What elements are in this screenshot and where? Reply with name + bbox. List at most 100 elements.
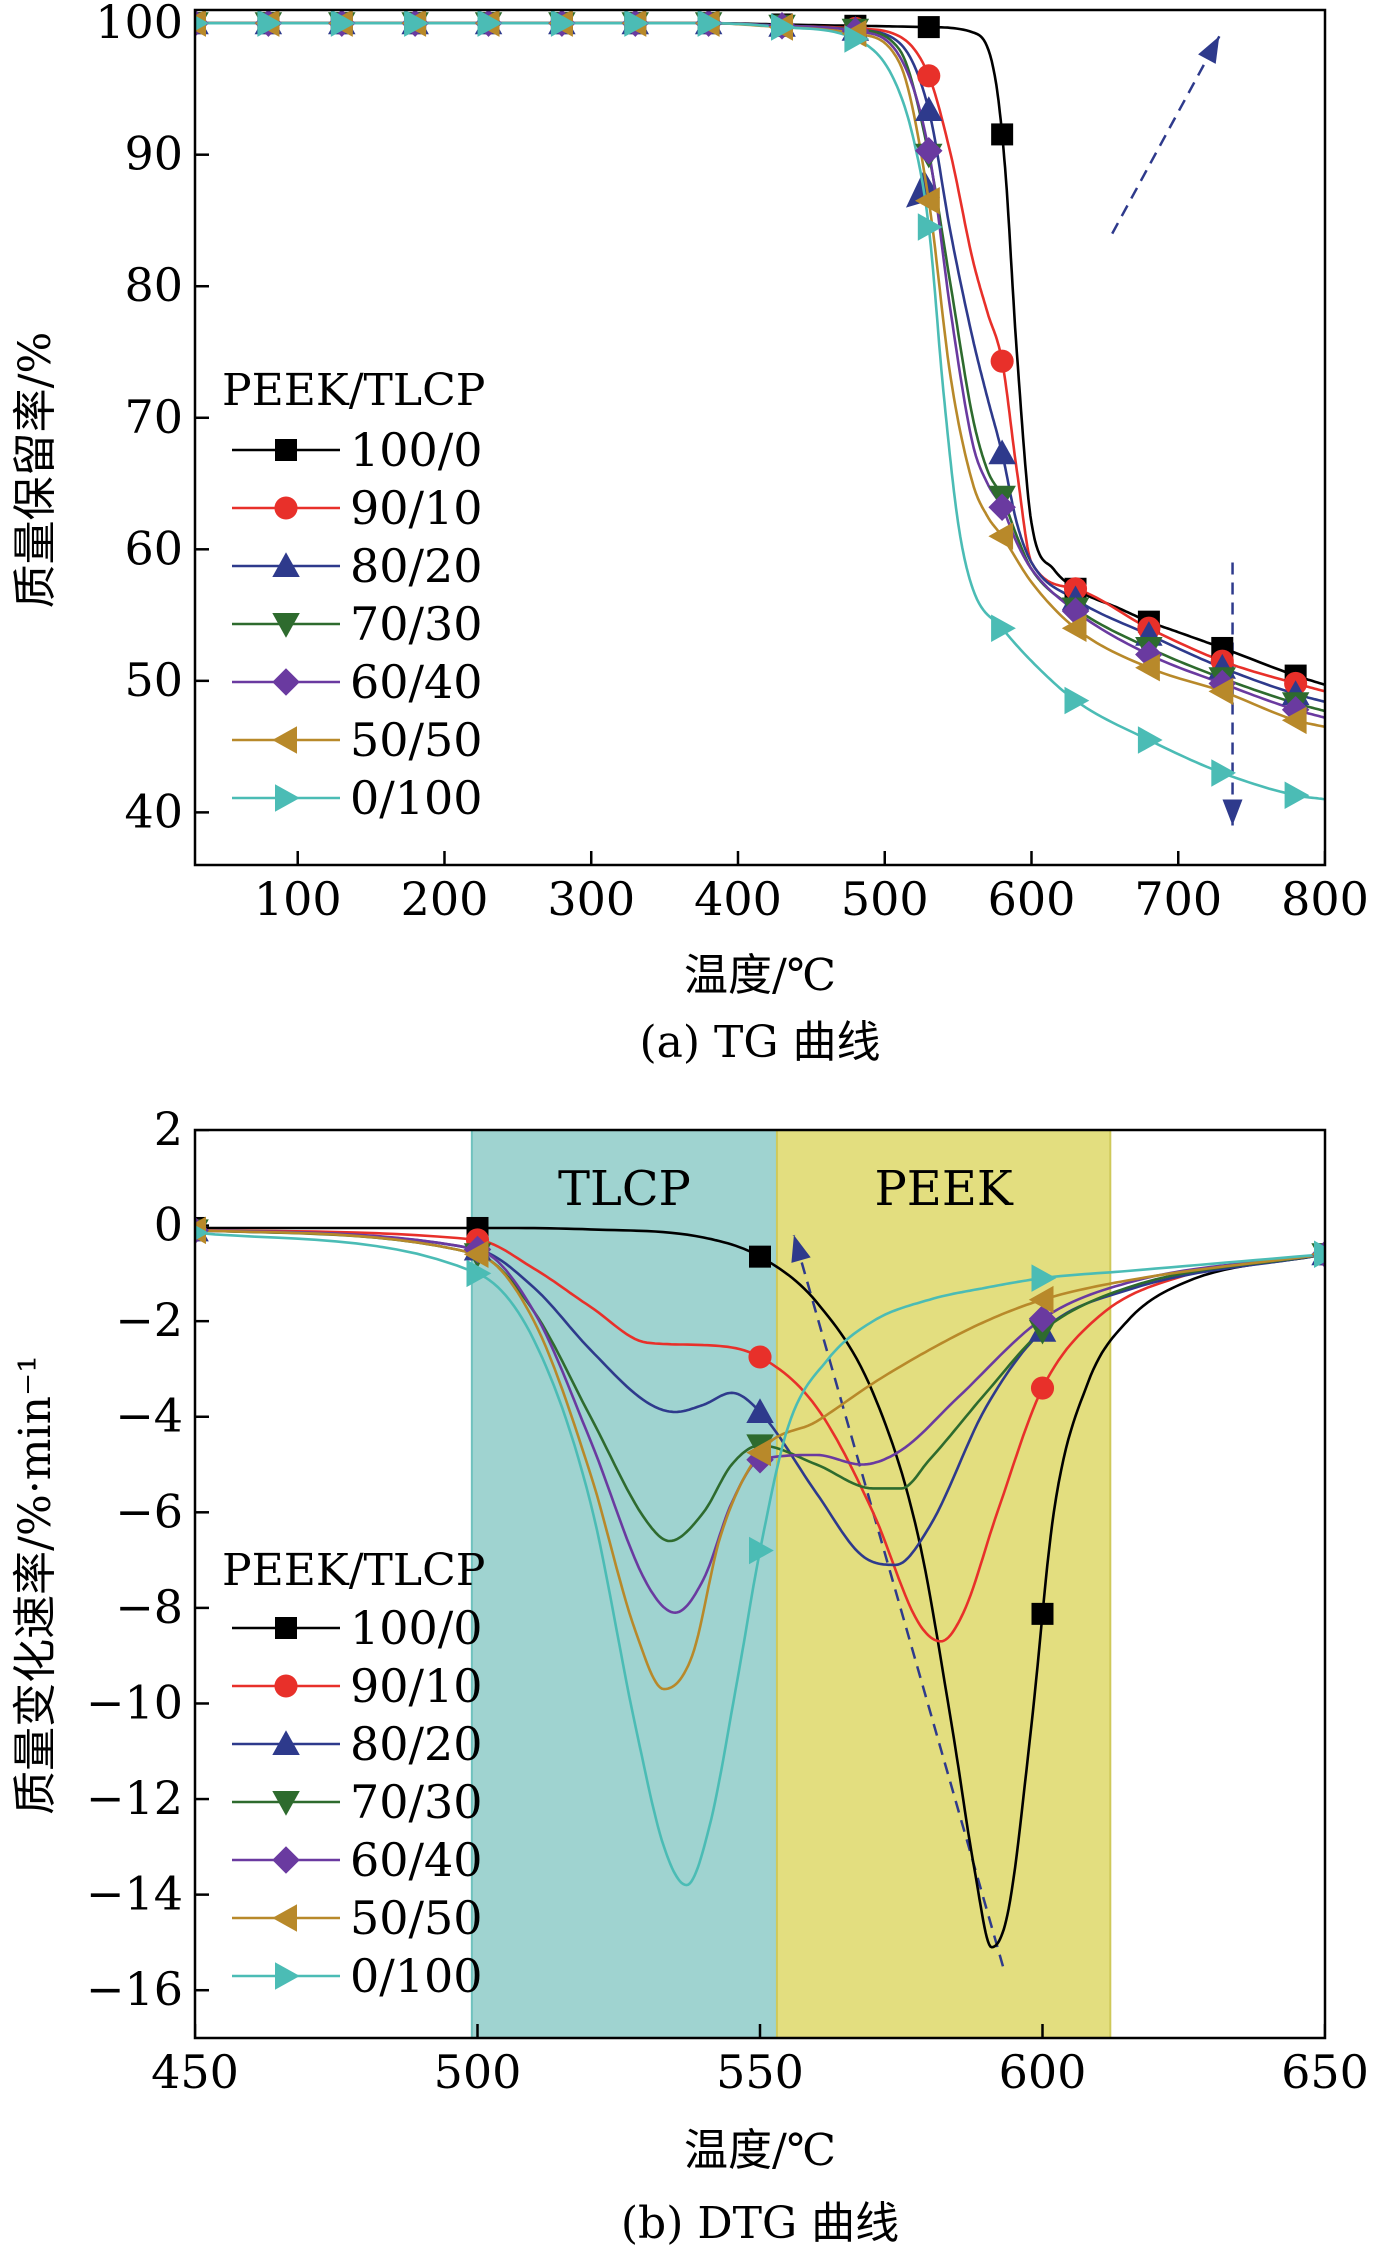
dtg-legend-label: 0/100 [350,1949,483,2003]
tg-legend-label: 80/20 [350,539,483,593]
dtg-regions: TLCP PEEK [470,1130,1112,2038]
dtg-series-line-100-0 [195,1226,1325,1949]
dtg-y-tick-label: −2 [115,1293,183,1347]
tg-data-point-0-100 [624,10,649,37]
dtg-legend: PEEK/TLCP 100/090/1080/2070/3060/4050/50… [222,1545,485,2003]
dtg-region-peek [775,1130,1112,2038]
tg-panel: 100 200 300 400 500 600 700 800 40 50 60 70 80 90 100… [10,0,1369,1068]
tg-data-point-0-100 [1284,781,1310,809]
dtg-legend-label: 50/50 [350,1891,483,1945]
tg-x-axis-label: 温度/℃ [684,950,836,1001]
tg-legend-label: 90/10 [350,481,483,535]
dtg-legend-label: 100/0 [350,1601,483,1655]
dtg-arrow-shift-head [791,1235,811,1263]
tg-x-tick-label: 800 [1281,872,1369,926]
dtg-x-tick-label: 450 [151,2045,239,2099]
tg-data-point-50-50 [1281,706,1307,735]
tg-arrow-onset-line [1111,35,1221,235]
tg-y-tick-label: 60 [124,521,183,575]
dtg-data-point-50-50 [746,1438,771,1467]
tg-legend-marker [272,613,300,638]
tg-data-point-50-50 [1208,677,1234,706]
dtg-data-point-0-100 [749,1536,774,1565]
dtg-region-tlcp [470,1130,778,2038]
dtg-legend-marker [275,1617,297,1639]
tg-x-tick-label: 500 [841,872,929,926]
tg-data-point-50-50 [988,522,1014,550]
tg-data-point-50-50 [1061,614,1087,642]
dtg-legend-marker [272,1846,300,1874]
tg-data-point-100-0 [917,16,940,39]
tg-data-point-90-10 [990,349,1014,373]
tg-data-point-0-100 [477,10,503,37]
dtg-legend-marker [272,1791,300,1816]
tg-data-point-0-100 [1211,759,1236,787]
tg-data-point-0-100 [550,10,576,37]
tg-data-point-80-20 [915,96,943,121]
tg-arrow-residue-head [1222,799,1243,826]
tg-x-tick-label: 300 [547,872,635,926]
tg-data-point-0-100 [844,25,870,53]
dtg-data-point-0-100 [1314,1240,1325,1268]
tg-legend-marker [275,784,300,812]
tg-data-point-0-100 [1137,726,1163,754]
dtg-y-tick-label: 0 [154,1198,183,1252]
dtg-data-point-100-0 [749,1245,771,1268]
dtg-series-line-50-50 [195,1229,1325,1691]
tg-axes-frame [193,8,1327,867]
dtg-data-point-0-100 [1031,1264,1057,1292]
tg-data-point-0-100 [257,10,283,37]
dtg-x-axis-label: 温度/℃ [684,2125,836,2176]
tg-data-point-0-100 [991,614,1016,642]
tg-legend-label: 60/40 [350,655,483,709]
dtg-series-line-0-100 [195,1231,1325,1887]
tg-series-line-0-100 [195,21,1325,801]
dtg-x-tick-label: 600 [999,2045,1087,2099]
tg-arrow-onset-head [1198,36,1220,64]
tg-x-tick-label: 600 [988,872,1076,926]
tg-data-point-50-50 [1135,653,1160,682]
dtg-y-tick-labels: 2 0 −2 −4 −6 −8 −10 −12 −14 −16 [86,1102,183,2016]
dtg-data-point-0-100 [195,1225,209,1241]
dtg-y-axis-label: 质量变化速率/%·min⁻¹ [10,1355,61,1815]
dtg-legend-marker [272,1904,297,1932]
tg-data-point-80-20 [988,439,1016,465]
tg-series-markers [195,10,1310,809]
tg-legend-marker [272,552,300,577]
tg-data-point-0-100 [195,15,209,31]
dtg-axes-frame [193,1128,1327,2040]
dtg-data-point-100-0 [1031,1602,1054,1625]
dtg-legend-label: 70/30 [350,1775,483,1829]
tg-data-point-60-40 [915,137,943,165]
dtg-y-tick-label: −8 [115,1580,183,1634]
dtg-legend-marker [272,1730,300,1755]
dtg-data-point-60-40 [1028,1305,1057,1333]
tg-data-point-0-100 [1064,686,1090,715]
dtg-series-line-90-10 [195,1229,1325,1643]
dtg-y-tick-label: −14 [86,1867,183,1921]
tg-x-tick-labels: 100 200 300 400 500 600 700 800 [254,872,1369,926]
dtg-y-tick-label: 2 [154,1102,183,1156]
dtg-x-tick-label: 550 [716,2045,804,2099]
dtg-x-tick-label: 650 [1281,2045,1369,2099]
dtg-data-point-90-10 [748,1345,772,1369]
dtg-x-tick-labels: 450 500 550 600 650 [151,2045,1369,2099]
dtg-arrow-shift-line [792,1234,1005,1967]
dtg-legend-label: 80/20 [350,1717,483,1771]
dtg-data-point-90-10 [1030,1376,1055,1400]
dtg-legend-label: 90/10 [350,1659,483,1713]
tg-y-tick-label: 70 [124,390,183,444]
dtg-series-markers [195,1216,1325,1625]
dtg-annotations [791,1234,1005,1967]
tg-y-tick-label: 100 [95,0,183,49]
tg-x-tick-label: 200 [401,872,489,926]
tg-legend-marker [274,496,298,520]
tg-legend-marker [272,668,300,696]
dtg-region-label-peek: PEEK [875,1161,1014,1217]
dtg-y-tick-label: −4 [115,1389,183,1443]
dtg-legend-marker [274,1674,298,1698]
dtg-legend-label: 60/40 [350,1833,483,1887]
tg-data-point-0-100 [330,10,356,37]
dtg-caption: (b) DTG 曲线 [621,2198,899,2249]
